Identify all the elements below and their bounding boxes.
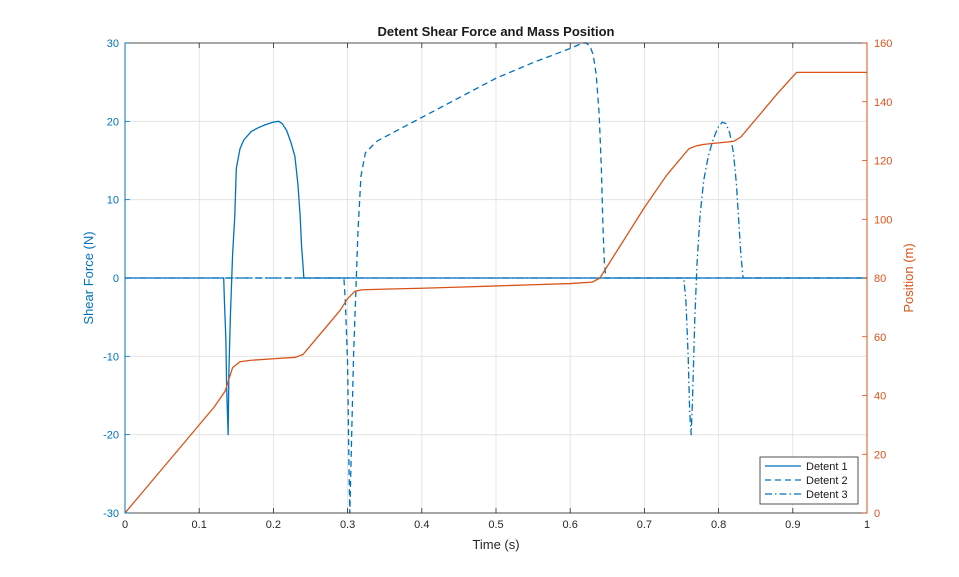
x-tick-label: 0.7 xyxy=(637,519,652,531)
right-y-tick-label: 40 xyxy=(874,391,886,403)
left-y-tick-label: 0 xyxy=(113,273,119,285)
left-y-tick-label: 10 xyxy=(107,195,119,207)
left-y-tick-label: -20 xyxy=(103,430,119,442)
x-tick-label: 0.8 xyxy=(711,519,726,531)
legend-label-detent-3: Detent 3 xyxy=(806,489,848,501)
legend-label-detent-2: Detent 2 xyxy=(806,475,848,487)
x-tick-label: 0 xyxy=(122,519,128,531)
series-line-detent-1 xyxy=(125,120,867,436)
left-y-axis-label: Shear Force (N) xyxy=(81,231,96,324)
left-y-tick-label: 20 xyxy=(107,116,119,128)
right-y-tick-label: 140 xyxy=(874,97,892,109)
legend: Detent 1 Detent 2 Detent 3 xyxy=(759,456,859,505)
x-tick-label: 0.4 xyxy=(414,519,429,531)
right-y-tick-label: 60 xyxy=(874,332,886,344)
left-y-tick-label: -10 xyxy=(103,351,119,363)
right-y-axis-label: Position (m) xyxy=(901,243,916,312)
x-tick-label: 0.1 xyxy=(192,519,207,531)
left-y-tick-label: 30 xyxy=(107,38,119,50)
x-tick-label: 0.2 xyxy=(266,519,281,531)
axes: 0 0.1 0.2 0.3 0.4 0.5 0.6 0.7 0.8 0.9 1 -30 -20 -10 0 1… xyxy=(103,38,892,531)
series-line-detent-3 xyxy=(125,121,867,436)
right-y-tick-label: 160 xyxy=(874,38,892,50)
series-group xyxy=(124,42,867,514)
right-y-tick-label: 20 xyxy=(874,449,886,461)
x-tick-label: 0.6 xyxy=(563,519,578,531)
x-tick-label: 1 xyxy=(864,519,870,531)
x-tick-label: 0.5 xyxy=(488,519,503,531)
left-y-tick-label: -30 xyxy=(103,508,119,520)
legend-label-detent-1: Detent 1 xyxy=(806,461,848,473)
series-line-position xyxy=(124,71,867,514)
x-tick-label: 0.3 xyxy=(340,519,355,531)
right-y-tick-label: 80 xyxy=(874,273,886,285)
series-line-detent-2 xyxy=(225,42,867,514)
right-y-tick-label: 100 xyxy=(874,214,892,226)
x-tick-label: 0.9 xyxy=(785,519,800,531)
right-y-tick-label: 120 xyxy=(874,156,892,168)
chart-title: Detent Shear Force and Mass Position xyxy=(378,24,615,39)
right-y-tick-label: 0 xyxy=(874,508,880,520)
x-axis-label: Time (s) xyxy=(472,537,519,552)
